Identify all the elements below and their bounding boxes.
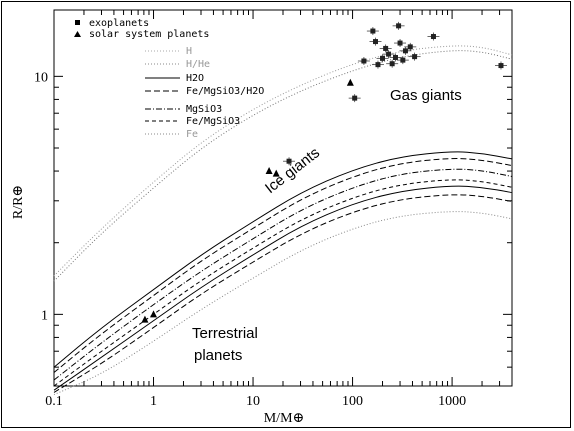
curve-fe-mgsio3 bbox=[54, 180, 512, 386]
exoplanet-point bbox=[386, 52, 391, 57]
exoplanet-point bbox=[370, 29, 375, 34]
x-tick-label: 100 bbox=[342, 394, 363, 409]
solar-planet-point bbox=[347, 79, 354, 86]
exoplanet-point bbox=[498, 63, 503, 68]
exoplanet-point bbox=[393, 55, 398, 60]
plot-area bbox=[54, 10, 512, 386]
exoplanet-point bbox=[408, 44, 413, 49]
exoplanet-point bbox=[373, 39, 378, 44]
exoplanet-point bbox=[380, 56, 385, 61]
curve-h bbox=[54, 46, 512, 276]
label-ice-giants: Ice giants bbox=[262, 144, 323, 197]
label-gas-giants: Gas giants bbox=[390, 87, 462, 104]
exoplanet-point bbox=[390, 61, 395, 66]
exoplanet-point bbox=[383, 46, 388, 51]
y-tick-label: 10 bbox=[34, 70, 48, 85]
exoplanet-point bbox=[400, 58, 405, 63]
label-planets: planets bbox=[194, 347, 242, 364]
legend-label-h: H bbox=[186, 46, 192, 57]
exoplanet-point bbox=[352, 96, 357, 101]
label-terrestrial: Terrestrial bbox=[192, 325, 258, 342]
x-axis-label: M/M⊕ bbox=[264, 411, 305, 426]
legend-label-femgsio3h2o: Fe/MgSiO3/H2O bbox=[186, 86, 264, 97]
x-tick-label: 10 bbox=[246, 394, 260, 409]
curve-fe-mgsio3-h2o-b bbox=[54, 195, 512, 393]
exoplanet-point bbox=[396, 23, 401, 28]
curve-fe bbox=[54, 212, 512, 395]
exoplanet-point bbox=[403, 48, 408, 53]
legend-label-h2o: H2O bbox=[186, 73, 204, 84]
solar-planet-point bbox=[266, 167, 273, 174]
y-axis-label: R/R⊕ bbox=[11, 185, 26, 219]
legend-label-femgsio3: Fe/MgSiO3 bbox=[186, 116, 240, 127]
legend-marker-exoplanets bbox=[75, 20, 80, 25]
legend-label-fe: Fe bbox=[186, 129, 198, 140]
curve-mgsio3 bbox=[54, 169, 512, 380]
legend-label-solar: solar system planets bbox=[89, 29, 209, 40]
curve-h2o-b bbox=[54, 186, 512, 390]
legend: exoplanets solar system planets H H/He H… bbox=[74, 18, 264, 140]
y-tick-label: 1 bbox=[41, 308, 48, 323]
exoplanet-point bbox=[398, 41, 403, 46]
exoplanet-point bbox=[375, 62, 380, 67]
x-tick-label: 0.1 bbox=[45, 394, 63, 409]
curve-fe-mgsio3-h2o bbox=[54, 159, 512, 373]
exoplanet-point bbox=[431, 34, 436, 39]
exoplanet-point bbox=[412, 54, 417, 59]
legend-label-mgsio3: MgSiO3 bbox=[186, 104, 222, 115]
legend-label-hhe: H/He bbox=[186, 59, 210, 70]
legend-marker-solar bbox=[74, 31, 81, 37]
exoplanet-point bbox=[361, 59, 366, 64]
curve-h-he bbox=[54, 51, 512, 281]
solar-planet-point bbox=[150, 310, 157, 317]
legend-label-exoplanets: exoplanets bbox=[89, 18, 149, 29]
x-tick-label: 1000 bbox=[438, 394, 466, 409]
x-tick-label: 1 bbox=[150, 394, 157, 409]
